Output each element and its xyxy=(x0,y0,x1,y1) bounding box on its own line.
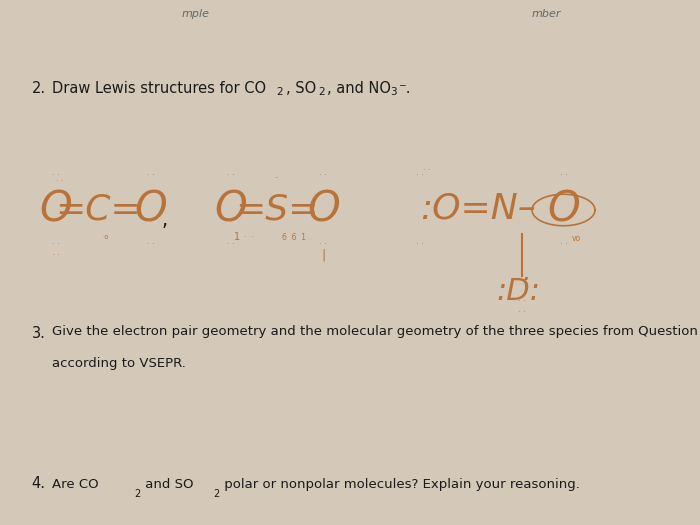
Text: · ·: · · xyxy=(559,171,568,181)
Text: O: O xyxy=(215,189,247,231)
Text: · ·: · · xyxy=(416,171,424,181)
Text: :Ḋ:: :Ḋ: xyxy=(496,277,540,306)
Text: · ·: · · xyxy=(517,297,526,307)
Text: · ·: · · xyxy=(146,171,155,181)
Text: =S=: =S= xyxy=(234,193,318,227)
Text: O: O xyxy=(134,189,167,231)
Text: vo: vo xyxy=(571,234,581,244)
Text: · ·: · · xyxy=(559,239,568,249)
Text: :O=N–: :O=N– xyxy=(420,192,536,226)
Text: 2.: 2. xyxy=(32,81,46,97)
Text: according to VSEPR.: according to VSEPR. xyxy=(52,357,186,370)
Text: 3: 3 xyxy=(391,87,397,97)
Text: · ·: · · xyxy=(424,166,430,175)
Text: 2: 2 xyxy=(213,489,219,499)
Text: Are CO: Are CO xyxy=(52,478,99,491)
Text: ⁻.: ⁻. xyxy=(398,81,411,97)
Text: 1: 1 xyxy=(234,232,239,243)
Text: · ·: · · xyxy=(52,251,60,258)
Text: · ·: · · xyxy=(52,239,60,249)
Text: · ·: · · xyxy=(227,171,235,181)
Text: and SO: and SO xyxy=(141,478,194,491)
Text: =C=: =C= xyxy=(55,193,141,227)
Text: 4.: 4. xyxy=(32,476,46,491)
Text: ·o: ·o xyxy=(102,234,108,240)
Text: O: O xyxy=(40,189,72,231)
Text: · ·: · · xyxy=(146,239,155,249)
Text: Give the electron pair geometry and the molecular geometry of the three species : Give the electron pair geometry and the … xyxy=(52,326,700,339)
Text: 2: 2 xyxy=(276,87,282,97)
Text: , SO: , SO xyxy=(286,81,316,97)
Text: 6  6  1: 6 6 1 xyxy=(282,233,306,242)
Text: · ·: · · xyxy=(319,239,328,249)
Text: mple: mple xyxy=(182,9,210,19)
Text: O: O xyxy=(547,189,580,231)
Text: polar or nonpolar molecules? Explain your reasoning.: polar or nonpolar molecules? Explain you… xyxy=(220,478,580,491)
Text: 2: 2 xyxy=(318,87,325,97)
Text: |: | xyxy=(321,248,326,261)
Text: , and NO: , and NO xyxy=(327,81,391,97)
Text: · ·: · · xyxy=(319,171,328,181)
Text: ,: , xyxy=(162,211,167,230)
Text: 3.: 3. xyxy=(32,326,46,341)
Text: · ·: · · xyxy=(517,308,526,317)
Text: mber: mber xyxy=(531,9,561,19)
Text: · ·: · · xyxy=(227,239,235,249)
Text: 2: 2 xyxy=(134,489,141,499)
Text: · ·: · · xyxy=(416,239,424,249)
Text: ·  ·: · · xyxy=(244,233,253,242)
Text: · ·: · · xyxy=(52,171,60,181)
Text: · ·: · · xyxy=(56,176,63,186)
Text: Draw Lewis structures for CO: Draw Lewis structures for CO xyxy=(52,81,267,97)
Text: ·: · xyxy=(274,173,279,184)
Text: O: O xyxy=(307,189,340,231)
